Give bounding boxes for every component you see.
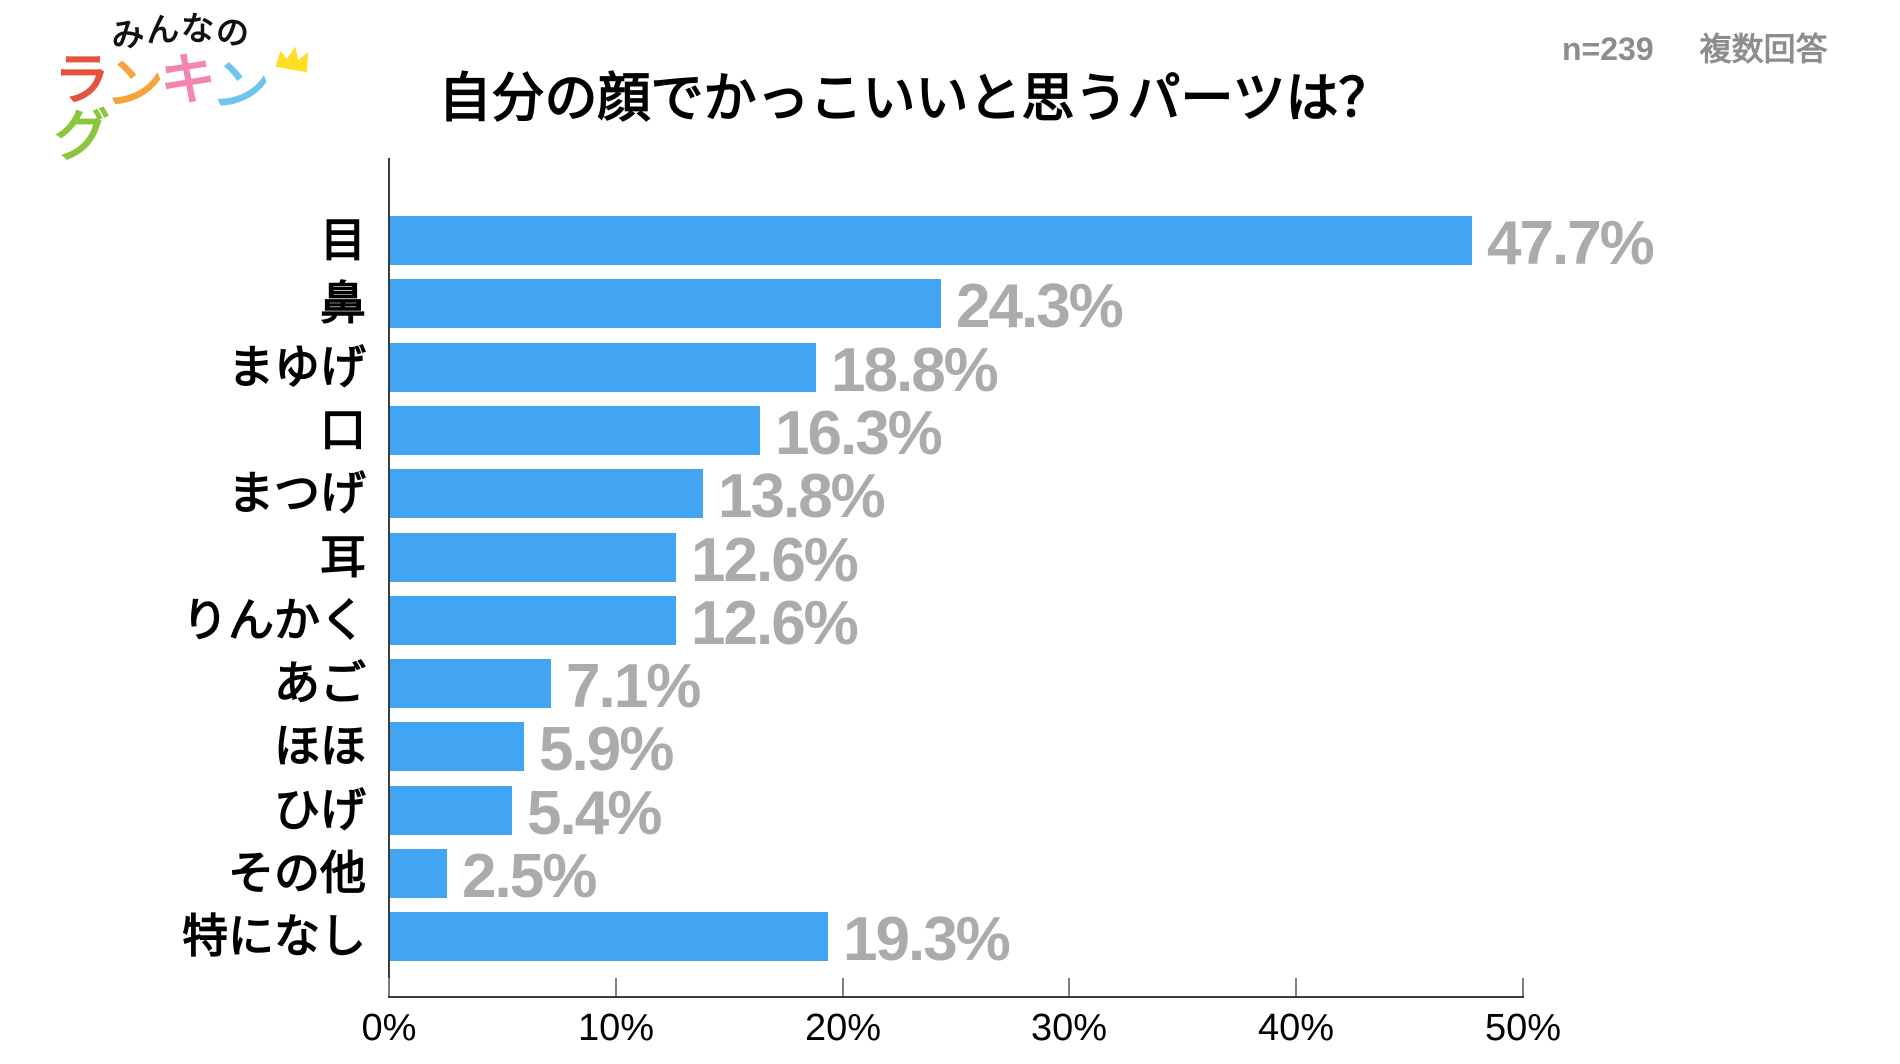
bar-row: 特になし 19.3% <box>0 905 1900 974</box>
x-axis-tick-label: 10% <box>577 1007 655 1049</box>
bar <box>390 279 941 328</box>
chart-title: 自分の顔でかっこいいと思うパーツは？ <box>438 69 1392 128</box>
bar <box>390 533 676 582</box>
value-label: 47.7% <box>1487 209 1655 278</box>
sample-size-label: n=239 <box>1562 31 1654 67</box>
category-label: その他 <box>228 847 366 899</box>
crown-icon <box>275 46 309 73</box>
x-axis-tick <box>1295 978 1297 996</box>
bar <box>390 722 524 771</box>
category-label: ひげ <box>274 784 366 836</box>
x-axis-tick <box>1068 978 1070 996</box>
value-label: 18.8% <box>831 336 999 405</box>
value-label: 12.6% <box>691 526 859 595</box>
category-label: まつげ <box>228 467 366 519</box>
category-label: あご <box>274 657 366 709</box>
bar-row: ほほ 5.9% <box>0 715 1900 784</box>
logo-char: キ <box>160 48 216 111</box>
value-label: 7.1% <box>566 652 701 721</box>
bar-row: あご 7.1% <box>0 652 1900 721</box>
minna-no-ranking-logo: みんなの ランキング <box>50 6 312 164</box>
value-label: 2.5% <box>462 842 597 911</box>
survey-meta: n=239 複数回答 <box>1562 33 1828 65</box>
x-axis-tick-label: 30% <box>1030 1007 1108 1049</box>
value-label: 5.9% <box>539 715 674 784</box>
x-axis-tick <box>615 978 617 996</box>
category-label: ほほ <box>274 720 366 772</box>
bar-row: まゆげ 18.8% <box>0 336 1900 405</box>
answer-type-label: 複数回答 <box>1699 31 1828 67</box>
value-label: 16.3% <box>775 399 943 468</box>
value-label: 19.3% <box>843 905 1011 974</box>
value-label: 5.4% <box>527 779 662 848</box>
logo-char: グ <box>54 104 110 167</box>
bar <box>390 406 760 455</box>
x-axis-tick <box>1522 978 1524 996</box>
bar <box>390 786 512 835</box>
category-label: 特になし <box>182 910 366 962</box>
category-label: 目 <box>320 214 366 266</box>
category-label: りんかく <box>182 594 366 646</box>
value-label: 13.8% <box>718 462 886 531</box>
category-label: 耳 <box>320 531 366 583</box>
x-axis-line <box>388 996 1524 998</box>
bar-row: 耳 12.6% <box>0 526 1900 595</box>
bar-row: まつげ 13.8% <box>0 462 1900 531</box>
category-label: 口 <box>320 404 366 456</box>
x-axis-tick-label: 50% <box>1484 1007 1562 1049</box>
bar <box>390 343 816 392</box>
logo-char: ラ <box>54 48 110 111</box>
bar-row: 口 16.3% <box>0 399 1900 468</box>
bar-row: 鼻 24.3% <box>0 272 1900 341</box>
x-axis-tick <box>388 978 390 996</box>
bar <box>390 216 1472 265</box>
category-label: 鼻 <box>320 277 366 329</box>
x-axis-tick-label: 20% <box>804 1007 882 1049</box>
bar <box>390 596 676 645</box>
bar-row: その他 2.5% <box>0 842 1900 911</box>
bar <box>390 912 828 961</box>
x-axis-tick <box>842 978 844 996</box>
logo-text-bottom: ランキング <box>54 48 316 167</box>
value-label: 12.6% <box>691 589 859 658</box>
bar <box>390 849 447 898</box>
x-axis-tick-label: 40% <box>1257 1007 1335 1049</box>
bar-row: 目 47.7% <box>0 209 1900 278</box>
x-axis-tick-label: 0% <box>361 1007 417 1049</box>
bar-row: ひげ 5.4% <box>0 779 1900 848</box>
value-label: 24.3% <box>956 272 1124 341</box>
bar <box>390 469 703 518</box>
bar <box>390 659 551 708</box>
bar-row: りんかく 12.6% <box>0 589 1900 658</box>
category-label: まゆげ <box>228 341 366 393</box>
y-axis-line <box>388 158 390 998</box>
